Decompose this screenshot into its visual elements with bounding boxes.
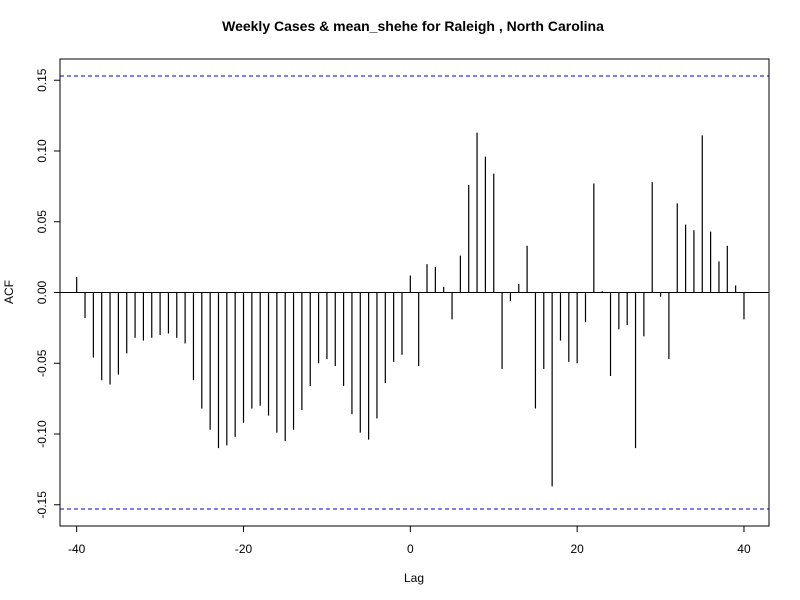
x-tick-label: -20 <box>235 542 253 556</box>
x-tick-label: 20 <box>570 542 584 556</box>
y-tick-label: 0.00 <box>35 280 49 304</box>
y-tick-label: -0.05 <box>35 349 49 377</box>
x-axis-label: Lag <box>404 571 424 585</box>
y-tick-label: 0.05 <box>35 210 49 234</box>
y-tick-label: -0.15 <box>35 491 49 519</box>
x-axis: -40 -20 0 20 40 <box>68 526 751 556</box>
acf-bars <box>76 132 745 487</box>
y-axis-label: ACF <box>2 280 16 304</box>
y-tick-label: -0.10 <box>35 420 49 448</box>
x-tick-label: -40 <box>68 542 86 556</box>
y-tick-label: 0.15 <box>35 68 49 92</box>
y-tick-label: 0.10 <box>35 139 49 163</box>
x-tick-label: 0 <box>407 542 414 556</box>
chart-title: Weekly Cases & mean_shehe for Raleigh , … <box>222 18 604 34</box>
y-axis: -0.15 -0.10 -0.05 0.00 0.05 0.10 0.15 <box>35 68 60 518</box>
x-tick-label: 40 <box>737 542 751 556</box>
